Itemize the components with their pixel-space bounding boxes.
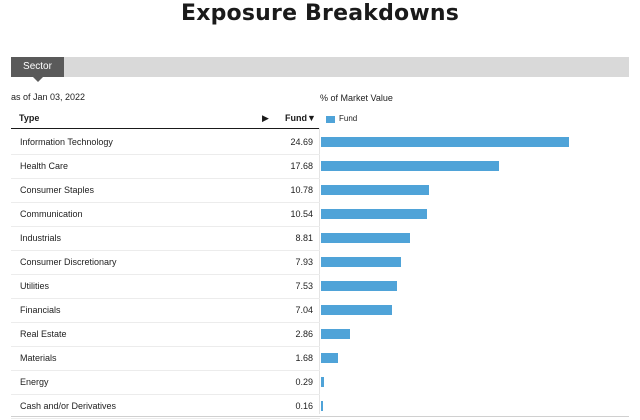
- row-category-label: Industrials: [20, 233, 62, 243]
- chart-divider: [319, 128, 320, 414]
- bar-industrials: [321, 233, 410, 243]
- row-value-label: 24.69: [290, 137, 313, 147]
- table-row: Communication 10.54: [11, 202, 320, 227]
- row-value-label: 7.53: [295, 281, 313, 291]
- bar-consumer-staples: [321, 185, 430, 195]
- bar-information-technology: [321, 137, 570, 147]
- table-row: Utilities 7.53: [11, 274, 320, 299]
- bar-real-estate: [321, 329, 350, 339]
- table-row: Consumer Staples 10.78: [11, 178, 320, 203]
- table-row: Energy 0.29: [11, 370, 320, 395]
- table-row: Industrials 8.81: [11, 226, 320, 251]
- row-value-label: 10.78: [290, 185, 313, 195]
- legend-swatch: [326, 116, 335, 123]
- row-category-label: Consumer Staples: [20, 185, 95, 195]
- table-row: Real Estate 2.86: [11, 322, 320, 347]
- tab-bar: Sector: [11, 57, 629, 82]
- row-value-label: 8.81: [295, 233, 313, 243]
- column-header-type[interactable]: Type: [19, 113, 40, 123]
- row-value-label: 7.04: [295, 305, 313, 315]
- row-value-label: 17.68: [290, 161, 313, 171]
- table-row: Cash and/or Derivatives 0.16: [11, 394, 320, 419]
- row-value-label: 10.54: [290, 209, 313, 219]
- table-row: Financials 7.04: [11, 298, 320, 323]
- row-value-label: 1.68: [295, 353, 313, 363]
- table-row: Information Technology 24.69: [11, 130, 320, 155]
- tab-indicator: [33, 77, 43, 82]
- column-header-fund[interactable]: Fund▼: [285, 113, 316, 123]
- bottom-divider: [11, 416, 629, 417]
- as-of-date: as of Jan 03, 2022: [11, 92, 86, 102]
- bar-consumer-discretionary: [321, 257, 401, 267]
- legend-label: Fund: [339, 114, 358, 123]
- bar-materials: [321, 353, 338, 363]
- market-value-heading: % of Market Value: [320, 93, 393, 103]
- row-category-label: Energy: [20, 377, 49, 387]
- bar-energy: [321, 377, 324, 387]
- header-divider: [11, 128, 320, 129]
- bar-communication: [321, 209, 427, 219]
- bar-cash-and-or-derivatives: [321, 401, 323, 411]
- bar-utilities: [321, 281, 397, 291]
- table-row: Health Care 17.68: [11, 154, 320, 179]
- row-category-label: Real Estate: [20, 329, 67, 339]
- bar-financials: [321, 305, 392, 315]
- row-category-label: Utilities: [20, 281, 50, 291]
- row-value-label: 0.29: [295, 377, 313, 387]
- row-category-label: Financials: [20, 305, 61, 315]
- row-category-label: Materials: [20, 353, 57, 363]
- bar-health-care: [321, 161, 499, 171]
- table-row: Materials 1.68: [11, 346, 320, 371]
- tab-sector[interactable]: Sector: [11, 57, 64, 77]
- row-value-label: 0.16: [295, 401, 313, 411]
- sort-arrow-icon[interactable]: ▶: [262, 113, 269, 123]
- row-category-label: Consumer Discretionary: [20, 257, 117, 267]
- page-title: Exposure Breakdowns: [180, 1, 460, 26]
- row-category-label: Cash and/or Derivatives: [20, 401, 117, 411]
- row-category-label: Health Care: [20, 161, 69, 171]
- row-category-label: Communication: [20, 209, 83, 219]
- table-row: Consumer Discretionary 7.93: [11, 250, 320, 275]
- row-category-label: Information Technology: [20, 137, 113, 147]
- row-value-label: 2.86: [295, 329, 313, 339]
- row-value-label: 7.93: [295, 257, 313, 267]
